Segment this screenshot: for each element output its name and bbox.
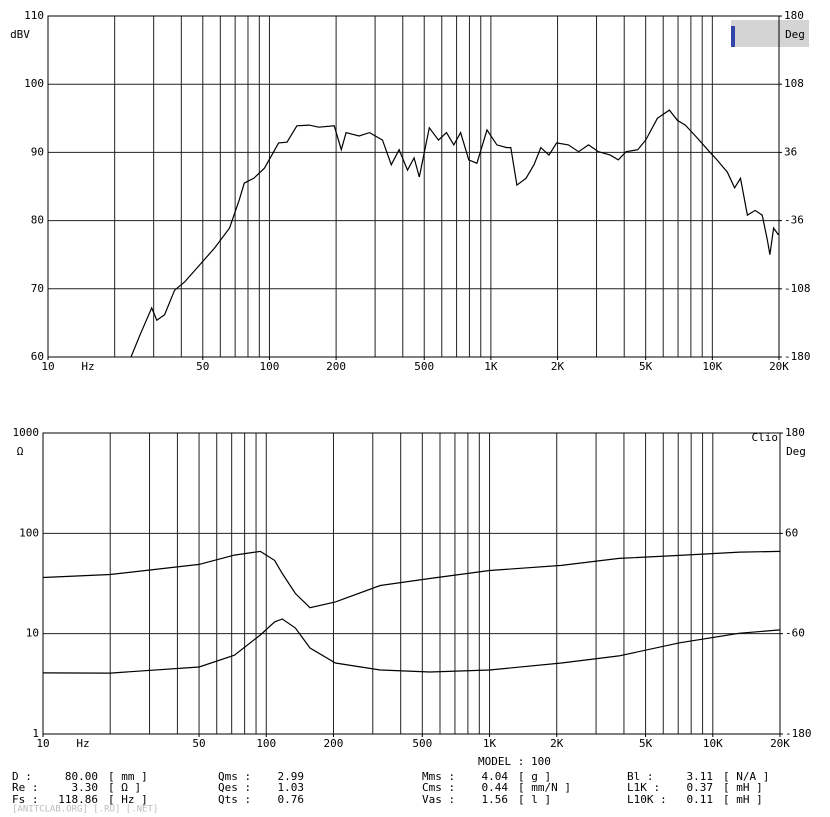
- y-tick-label: 60: [31, 350, 44, 363]
- y2-axis-label: Deg: [786, 445, 806, 458]
- y2-tick-label: 180: [785, 426, 805, 439]
- y-axis-label: dBV: [10, 28, 30, 41]
- param-unit: [ Hz ]: [108, 793, 148, 806]
- param-label: Fs :: [12, 793, 39, 806]
- y2-tick-label: 36: [784, 145, 797, 158]
- param-value: 0.44: [482, 781, 509, 794]
- x-tick-label: 200: [326, 360, 346, 373]
- y-tick-label: 1000: [13, 426, 40, 439]
- x-tick-label: 100: [260, 360, 280, 373]
- param-label: Qes :: [218, 781, 251, 794]
- param-label: L10K :: [627, 793, 667, 806]
- param-label: L1K :: [627, 781, 660, 794]
- param-value: 2.99: [278, 770, 305, 783]
- param-value: 0.37: [687, 781, 714, 794]
- x-tick-label: 2K: [551, 360, 565, 373]
- y-tick-label: 90: [31, 145, 44, 158]
- y-tick-label: 80: [31, 214, 44, 227]
- y2-tick-label: -36: [784, 214, 804, 227]
- x-tick-label: 10K: [702, 360, 722, 373]
- x-tick-label: 1K: [483, 737, 497, 750]
- overlay-mark: [731, 26, 735, 47]
- y-tick-label: 100: [19, 526, 39, 539]
- y-tick-label: 110: [24, 9, 44, 22]
- param-unit: [ mm ]: [108, 770, 148, 783]
- y2-tick-label: -108: [784, 282, 811, 295]
- param-value: 3.11: [687, 770, 714, 783]
- x-tick-label: 50: [192, 737, 205, 750]
- param-label: Qts :: [218, 793, 251, 806]
- y-tick-label: 70: [31, 282, 44, 295]
- param-unit: [ mH ]: [723, 781, 763, 794]
- x-tick-label: 1K: [484, 360, 498, 373]
- y-tick-label: 10: [26, 627, 39, 640]
- x-tick-label: 5K: [639, 360, 653, 373]
- x-tick-label: 20K: [770, 737, 790, 750]
- y-tick-label: 100: [24, 77, 44, 90]
- param-value: 0.11: [687, 793, 714, 806]
- x-tick-label: 20K: [769, 360, 789, 373]
- param-unit: [ mH ]: [723, 793, 763, 806]
- y-tick-label: 1: [32, 727, 39, 740]
- param-label: Mms :: [422, 770, 455, 783]
- y2-tick-label: -180: [784, 350, 811, 363]
- param-label: Re :: [12, 781, 39, 794]
- param-unit: [ N/A ]: [723, 770, 769, 783]
- x-tick-label: 500: [414, 360, 434, 373]
- param-value: 3.30: [72, 781, 99, 794]
- plot-frame: [47, 15, 780, 358]
- x-axis-label: Hz: [76, 737, 89, 750]
- x-tick-label: 10: [41, 360, 54, 373]
- plot-frame: [42, 432, 781, 735]
- y2-tick-label: 60: [785, 526, 798, 539]
- param-value: 1.03: [278, 781, 305, 794]
- overlay-box: [731, 20, 809, 47]
- watermark: [ANITCLAB.ORG] [.RU] [.NET]: [12, 805, 158, 815]
- x-tick-label: 2K: [550, 737, 564, 750]
- param-value: 0.76: [278, 793, 305, 806]
- param-label: Bl :: [627, 770, 654, 783]
- param-unit: [ g ]: [518, 770, 551, 783]
- x-tick-label: 5K: [639, 737, 653, 750]
- param-label: Cms :: [422, 781, 455, 794]
- param-value: 80.00: [65, 770, 98, 783]
- x-tick-label: 10K: [703, 737, 723, 750]
- param-label: Vas :: [422, 793, 455, 806]
- param-label: D :: [12, 770, 32, 783]
- x-tick-label: 50: [196, 360, 209, 373]
- param-unit: [ Ω ]: [108, 781, 141, 794]
- data-line: [130, 109, 779, 358]
- y2-axis-label: Deg: [785, 28, 805, 41]
- x-axis-label: Hz: [81, 360, 94, 373]
- annotation: Clio: [752, 431, 779, 444]
- param-unit: [ mm/N ]: [518, 781, 571, 794]
- model: MODEL : 100: [478, 755, 551, 768]
- x-tick-label: 200: [324, 737, 344, 750]
- x-tick-label: 10: [36, 737, 49, 750]
- param-label: Qms :: [218, 770, 251, 783]
- x-tick-label: 500: [412, 737, 432, 750]
- param-value: 118.86: [58, 793, 98, 806]
- x-tick-label: 100: [256, 737, 276, 750]
- data-line: [42, 550, 781, 609]
- y2-tick-label: -180: [785, 727, 812, 740]
- y2-tick-label: 108: [784, 77, 804, 90]
- param-value: 4.04: [482, 770, 509, 783]
- y2-tick-label: 180: [784, 9, 804, 22]
- y2-tick-label: -60: [785, 627, 805, 640]
- param-value: 1.56: [482, 793, 509, 806]
- data-line: [42, 618, 781, 674]
- param-unit: [ l ]: [518, 793, 551, 806]
- y-axis-label: Ω: [17, 445, 24, 458]
